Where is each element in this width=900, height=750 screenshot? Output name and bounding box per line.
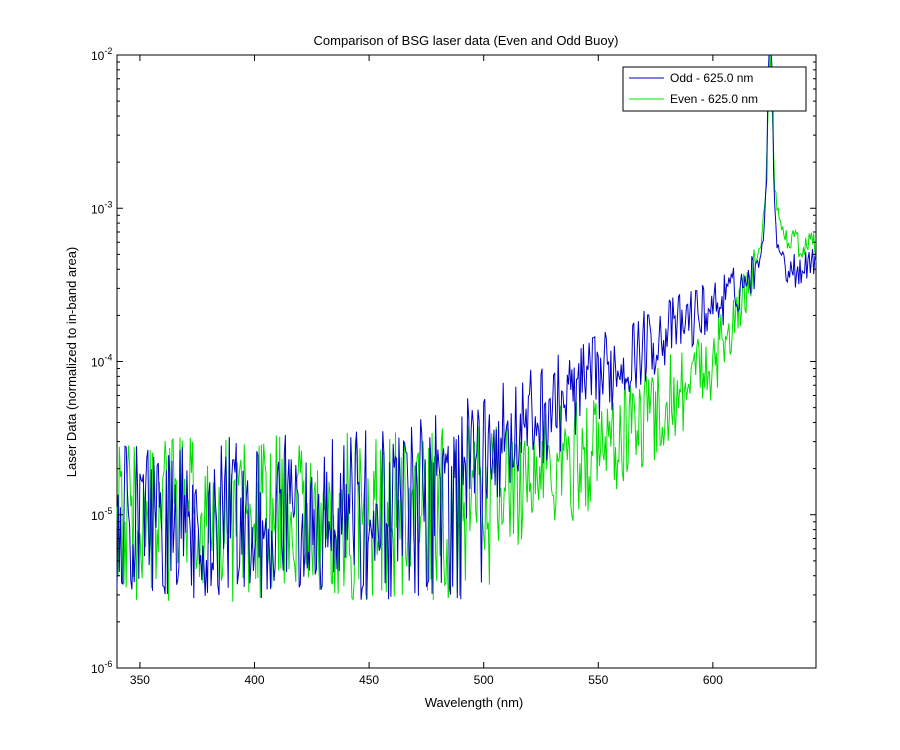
series-line-odd: [116, 54, 817, 600]
legend-label-odd: Odd - 625.0 nm: [670, 71, 753, 85]
axes-layer: 350 400 450 500 550 600 10-6 10-5 10-4 10-3 10-2: [91, 46, 816, 687]
x-axis-title: Wavelength (nm): [425, 695, 524, 710]
chart-title: Comparison of BSG laser data (Even and O…: [314, 33, 619, 48]
x-tick-label: 600: [703, 673, 723, 687]
legend: Odd - 625.0 nm Even - 625.0 nm: [622, 66, 807, 112]
y-tick-label: 10-5: [91, 506, 112, 523]
y-tick-label: 10-2: [91, 46, 112, 63]
y-tick-label: 10-6: [91, 659, 112, 676]
x-tick-label: 550: [588, 673, 608, 687]
legend-box: [622, 66, 807, 112]
y-tick-label: 10-4: [91, 353, 112, 370]
legend-label-even: Even - 625.0 nm: [670, 92, 758, 106]
x-tick-label: 450: [359, 673, 379, 687]
y-axis-title: Laser Data (normalized to in-band area): [64, 247, 79, 478]
x-tick-label: 350: [130, 673, 150, 687]
x-tick-label: 500: [474, 673, 494, 687]
x-tick-label: 400: [244, 673, 264, 687]
series-layer: [116, 54, 817, 602]
y-tick-label: 10-3: [91, 199, 112, 216]
